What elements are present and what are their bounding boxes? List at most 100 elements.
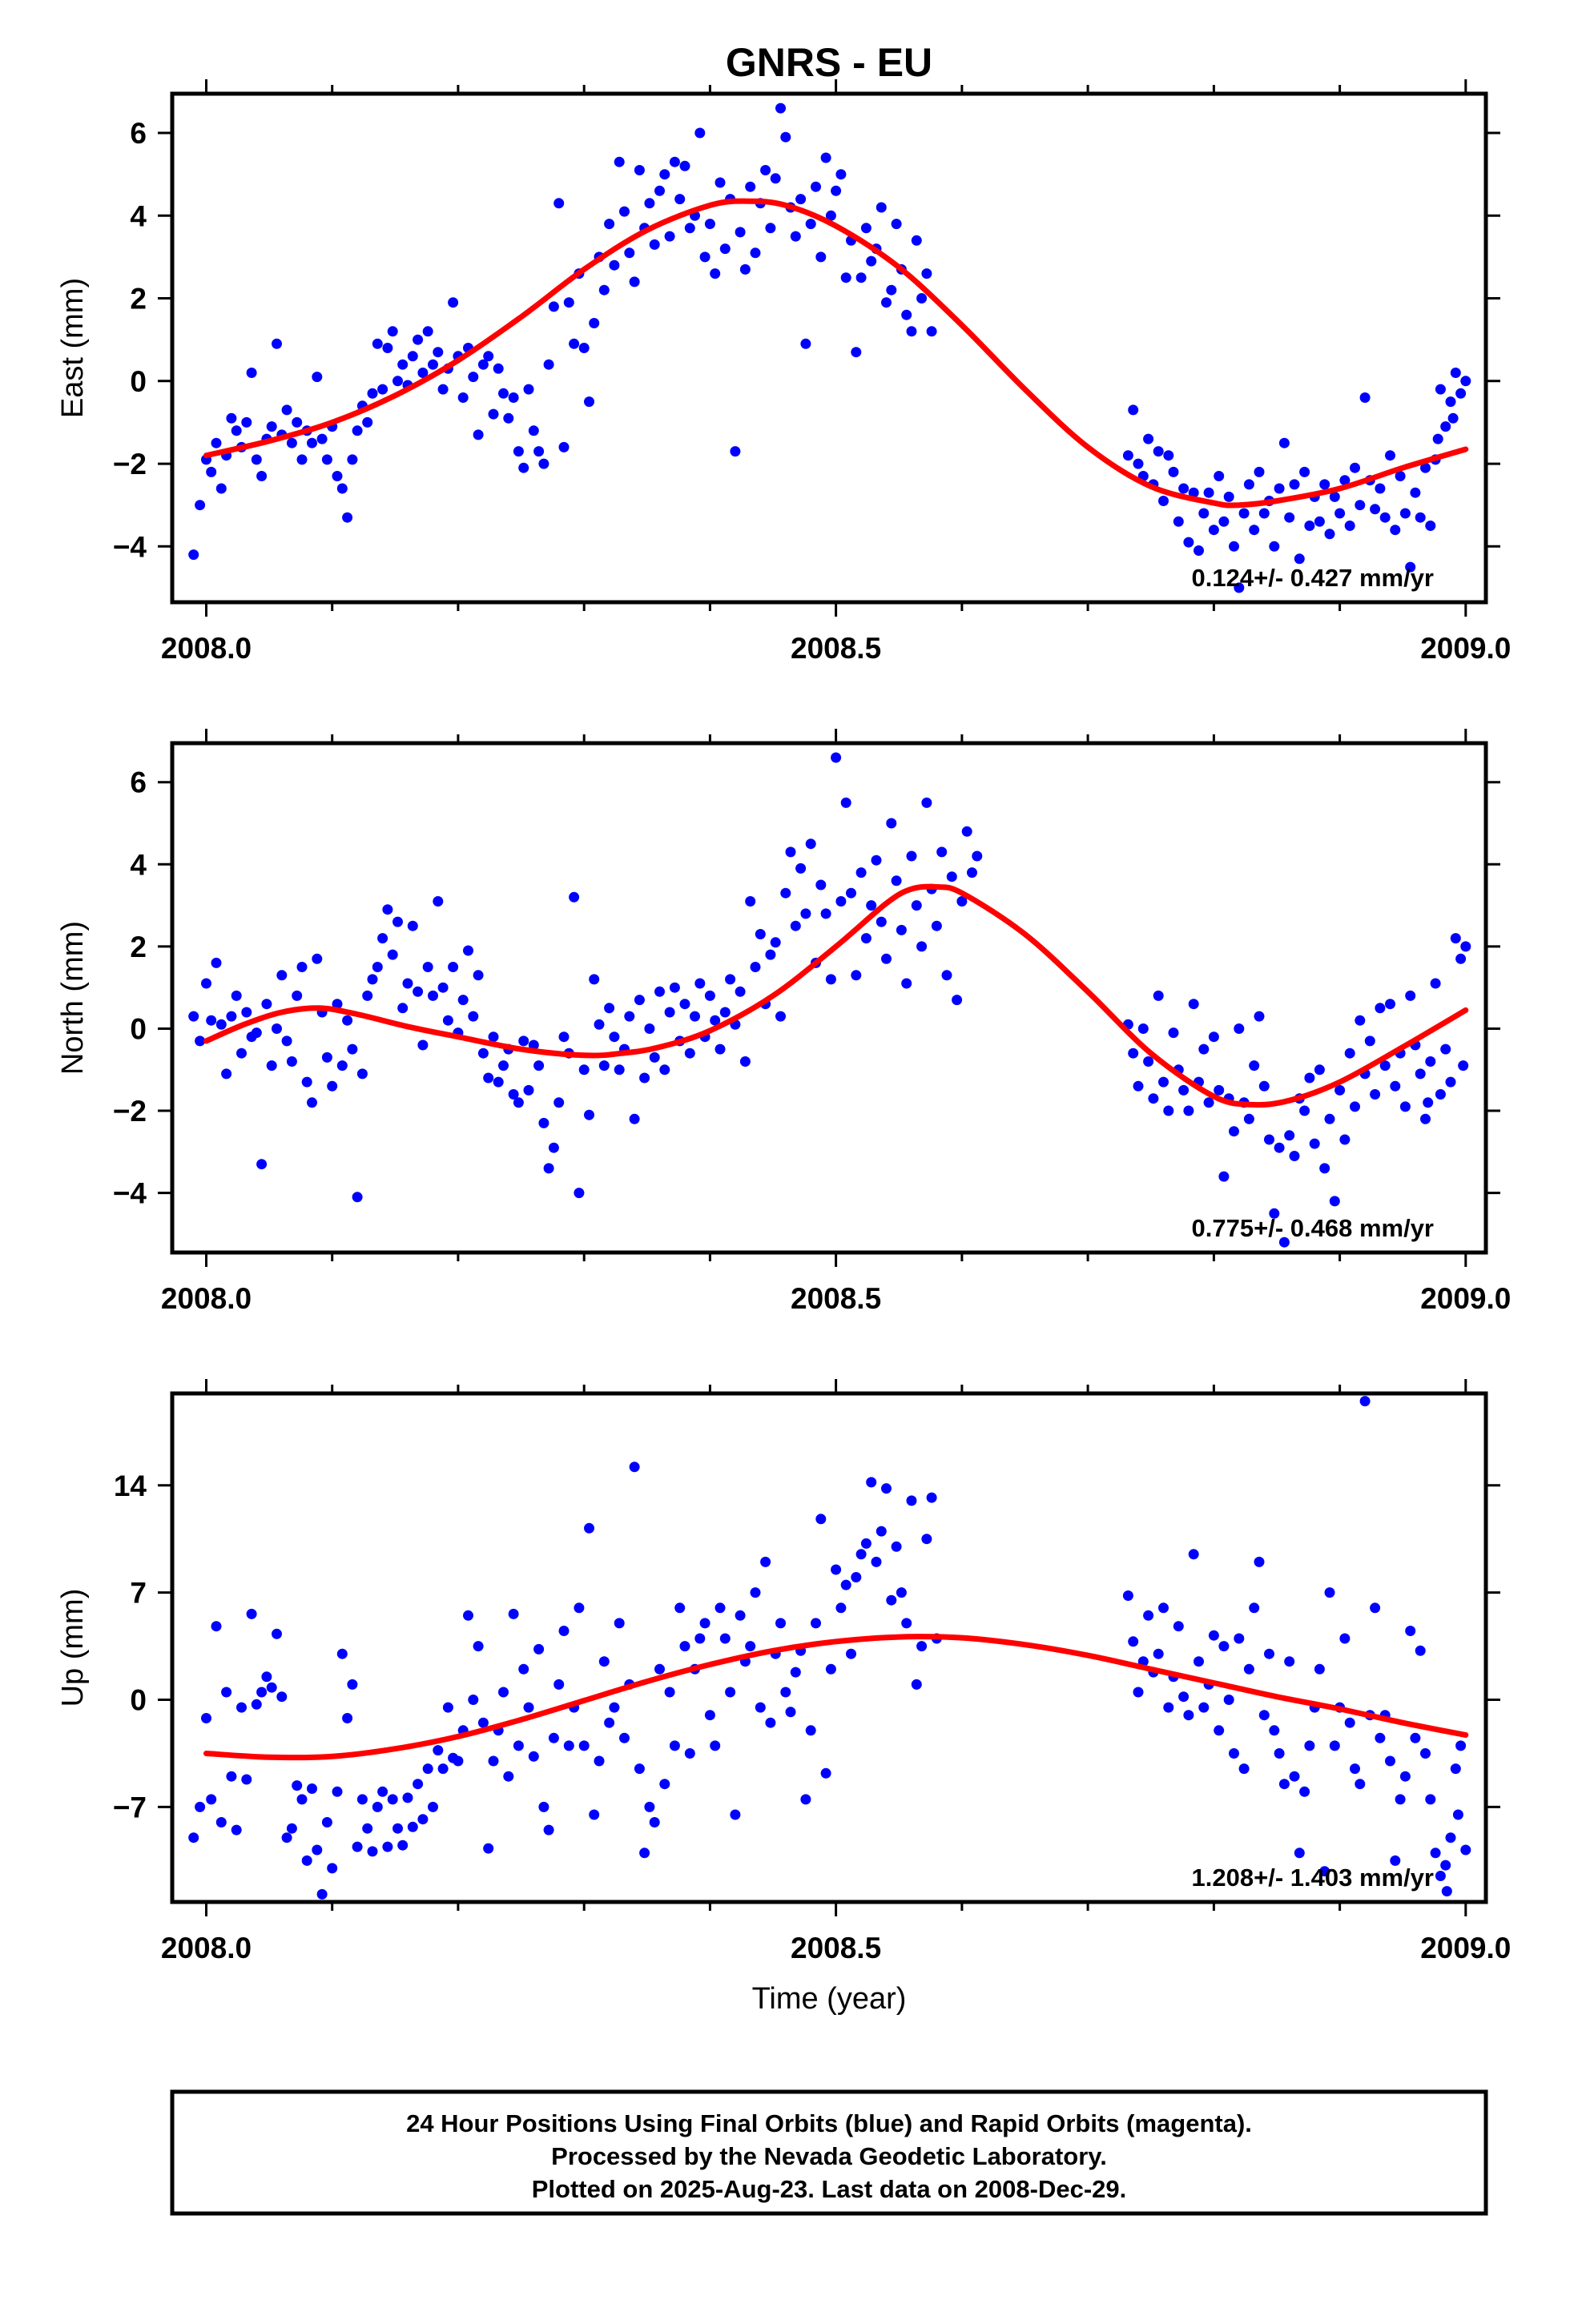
up-data-point xyxy=(387,1794,398,1805)
north-data-point xyxy=(1385,999,1395,1010)
up-data-point xyxy=(578,1740,590,1751)
north-data-point xyxy=(961,826,972,837)
east-data-point xyxy=(684,223,695,234)
up-data-point xyxy=(609,1702,620,1713)
north-rate-label: 0.775+/- 0.468 mm/yr xyxy=(1192,1214,1434,1242)
footer-line-3: Plotted on 2025-Aug-23. Last data on 200… xyxy=(532,2175,1127,2203)
up-data-point xyxy=(1243,1663,1254,1675)
east-data-point xyxy=(735,227,746,238)
north-data-point xyxy=(1203,1097,1214,1108)
north-data-point xyxy=(548,1142,559,1153)
up-data-point xyxy=(755,1702,766,1713)
north-data-point xyxy=(1425,1056,1436,1067)
up-data-point xyxy=(241,1774,252,1785)
north-y-tick-label: 6 xyxy=(130,766,147,799)
north-data-point xyxy=(654,986,665,997)
up-data-point xyxy=(402,1792,413,1803)
east-data-point xyxy=(1238,508,1250,519)
east-data-point xyxy=(876,202,887,213)
up-data-point xyxy=(437,1763,449,1775)
up-data-point xyxy=(548,1732,559,1743)
east-data-point xyxy=(292,416,303,428)
north-data-point xyxy=(679,999,690,1010)
north-data-point xyxy=(1319,1163,1330,1174)
up-data-point xyxy=(352,1841,363,1852)
up-data-point xyxy=(815,1514,827,1525)
north-data-point xyxy=(477,1047,489,1059)
north-data-point xyxy=(231,990,242,1001)
east-y-tick-label: 6 xyxy=(130,117,147,150)
north-data-point xyxy=(463,945,473,956)
east-data-point xyxy=(1334,508,1346,519)
east-data-point xyxy=(1289,479,1300,490)
up-data-point xyxy=(342,1713,353,1723)
up-data-point xyxy=(286,1823,297,1834)
east-y-tick-label: 4 xyxy=(130,199,147,232)
north-y-tick-label: 4 xyxy=(130,848,147,881)
up-data-point xyxy=(825,1663,836,1675)
up-data-point xyxy=(336,1648,348,1659)
north-data-point xyxy=(589,974,600,985)
up-data-point xyxy=(1183,1710,1194,1721)
north-data-point xyxy=(241,1007,252,1018)
up-data-point xyxy=(598,1656,610,1667)
east-data-point xyxy=(1194,545,1204,556)
east-data-point xyxy=(367,388,378,399)
up-data-point xyxy=(866,1477,877,1488)
east-data-point xyxy=(1178,483,1190,494)
east-data-point xyxy=(589,318,600,328)
up-data-point xyxy=(1314,1663,1325,1675)
up-data-point xyxy=(730,1809,741,1820)
up-data-point xyxy=(533,1643,545,1655)
north-data-point xyxy=(735,986,746,997)
north-data-point xyxy=(831,752,842,763)
north-data-point xyxy=(402,978,413,989)
east-data-point xyxy=(1143,433,1154,444)
up-data-point xyxy=(1441,1886,1452,1897)
east-data-point xyxy=(634,165,645,175)
east-data-point xyxy=(921,268,932,279)
up-data-point xyxy=(1188,1549,1199,1560)
east-data-point xyxy=(1218,516,1230,527)
east-data-point xyxy=(674,194,686,205)
north-data-point xyxy=(1455,953,1467,964)
up-data-point xyxy=(473,1641,484,1652)
up-data-point xyxy=(513,1740,524,1751)
north-data-point xyxy=(281,1035,292,1047)
north-data-point xyxy=(397,1003,409,1014)
up-data-point xyxy=(876,1526,887,1537)
up-data-point xyxy=(1284,1656,1295,1667)
up-data-point xyxy=(1128,1636,1139,1647)
east-data-point xyxy=(624,247,635,259)
up-data-point xyxy=(719,1633,731,1644)
up-data-point xyxy=(1319,1866,1330,1877)
east-data-point xyxy=(1229,541,1239,552)
up-data-point xyxy=(906,1495,917,1506)
up-data-point xyxy=(886,1594,897,1606)
east-data-point xyxy=(1410,487,1421,498)
north-data-point xyxy=(921,797,932,808)
north-data-point xyxy=(307,1097,317,1108)
east-data-point xyxy=(1440,421,1451,432)
up-data-point xyxy=(518,1663,529,1675)
up-data-point xyxy=(397,1839,409,1851)
north-data-point xyxy=(891,875,902,887)
east-data-point xyxy=(493,363,504,374)
east-data-point xyxy=(1355,500,1366,511)
north-data-point xyxy=(901,978,912,989)
north-data-point xyxy=(866,900,877,911)
up-data-point xyxy=(1278,1779,1290,1790)
east-data-point xyxy=(272,338,282,349)
east-data-point xyxy=(387,326,398,337)
up-data-point xyxy=(1254,1556,1265,1567)
up-x-tick-label: 2008.0 xyxy=(161,1932,252,1964)
east-data-point xyxy=(1122,450,1133,461)
east-plot-frame xyxy=(170,91,1488,605)
north-data-point xyxy=(1163,1105,1174,1116)
north-data-point xyxy=(1128,1047,1139,1059)
east-data-point xyxy=(508,392,519,403)
east-data-point xyxy=(1460,376,1471,387)
up-data-point xyxy=(1258,1710,1270,1721)
up-data-point xyxy=(1173,1621,1184,1632)
east-y-tick-label: −2 xyxy=(113,448,147,480)
